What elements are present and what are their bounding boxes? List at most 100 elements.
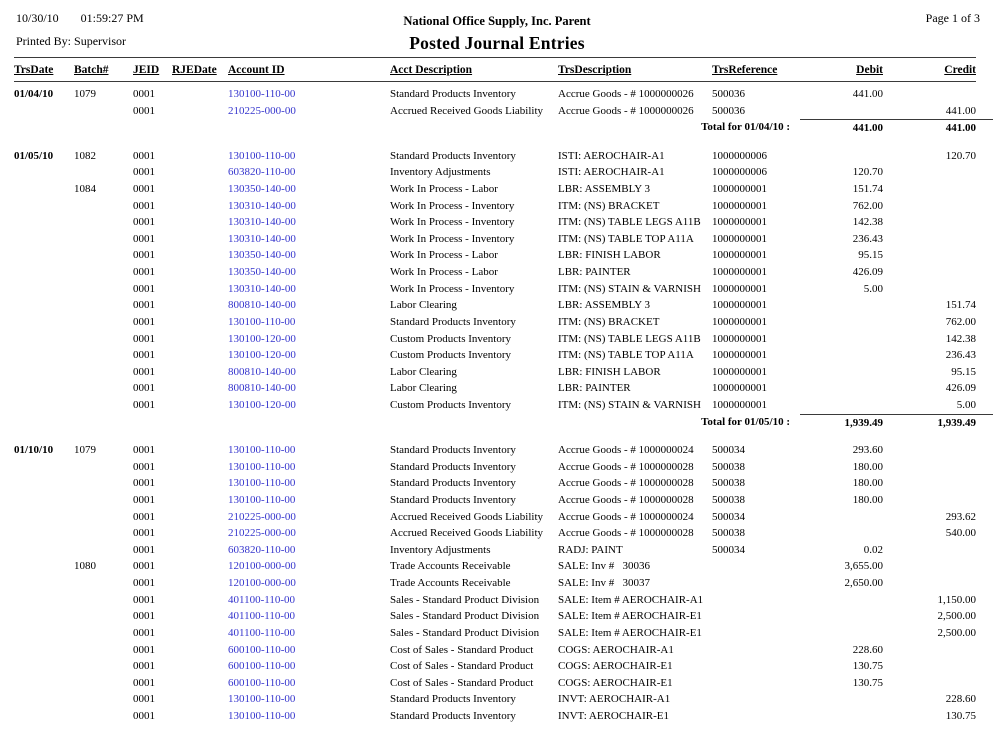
col-header-credit: Credit: [944, 63, 976, 76]
trsdate-cell: 01/10/10: [14, 444, 54, 457]
trs-description-cell: RADJ: PAINT: [558, 543, 623, 556]
account-id-link[interactable]: 130100-110-00: [228, 444, 296, 457]
report-title: Posted Journal Entries: [409, 33, 585, 53]
account-id-link[interactable]: 210225-000-00: [228, 527, 296, 540]
account-id-link[interactable]: 800810-140-00: [228, 365, 296, 378]
rjedate-cell: [172, 164, 228, 181]
rjedate-cell: [172, 608, 228, 625]
batch-cell: [74, 214, 133, 231]
printed-by-label: Printed By:: [16, 34, 72, 48]
trsdate-cell: 01/05/10: [14, 149, 54, 162]
journal-entry-row: 0001 603820-110-00 Inventory Adjustments RA…: [14, 542, 976, 559]
table-body: 01/04/10 1079 0001 130100-110-00 Standard Pr…: [14, 82, 993, 725]
trs-description-cell: Accrue Goods - # 1000000024: [558, 510, 694, 523]
trs-description-cell: ITM: (NS) TABLE LEGS A11B: [558, 332, 701, 345]
journal-entry-row: 1084 0001 130350-140-00 Work In Process - L…: [14, 181, 976, 198]
account-id-link[interactable]: 130100-110-00: [228, 709, 296, 722]
account-id-link[interactable]: 130350-140-00: [228, 266, 296, 279]
rjedate-cell: [172, 297, 228, 314]
account-id-link[interactable]: 130100-110-00: [228, 149, 296, 162]
jeid-cell: 0001: [133, 232, 155, 245]
journal-entry-row: 0001 600100-110-00 Cost of Sales - Standar…: [14, 642, 976, 659]
trsdate-cell: [14, 364, 74, 381]
account-id-link[interactable]: 120100-000-00: [228, 577, 296, 590]
jeid-cell: 0001: [133, 593, 155, 606]
rjedate-cell: [172, 103, 228, 120]
account-id-link[interactable]: 401100-110-00: [228, 610, 296, 623]
trs-description-cell: Accrue Goods - # 1000000026: [558, 104, 694, 117]
journal-entry-row: 0001 130100-110-00 Standard Products Inven…: [14, 492, 976, 509]
jeid-cell: 0001: [133, 249, 155, 262]
debit-cell: 180.00: [852, 477, 883, 490]
account-id-link[interactable]: 130310-140-00: [228, 282, 296, 295]
trsdate-cell: [14, 691, 74, 708]
section-total-credit: 1,939.49: [883, 413, 993, 432]
journal-entry-row: 0001 130310-140-00 Work In Process - Inven…: [14, 231, 976, 248]
trs-reference-cell: 1000000001: [712, 332, 767, 345]
acct-description-cell: Sales - Standard Product Division: [390, 610, 540, 623]
acct-description-cell: Standard Products Inventory: [390, 149, 516, 162]
credit-cell: 293.62: [945, 510, 976, 523]
account-id-link[interactable]: 130100-110-00: [228, 693, 296, 706]
account-id-link[interactable]: 401100-110-00: [228, 593, 296, 606]
batch-cell: [74, 592, 133, 609]
batch-cell: [74, 708, 133, 725]
account-id-link[interactable]: 130100-110-00: [228, 460, 296, 473]
printed-by: Printed By: Supervisor: [16, 34, 126, 49]
rjedate-cell: [172, 658, 228, 675]
account-id-link[interactable]: 210225-000-00: [228, 104, 296, 117]
batch-cell: [74, 691, 133, 708]
account-id-link[interactable]: 210225-000-00: [228, 510, 296, 523]
account-id-link[interactable]: 401100-110-00: [228, 626, 296, 639]
account-id-link[interactable]: 130100-120-00: [228, 398, 296, 411]
account-id-link[interactable]: 130100-110-00: [228, 88, 296, 100]
rjedate-cell: [172, 592, 228, 609]
account-id-link[interactable]: 120100-000-00: [228, 560, 296, 573]
account-id-link[interactable]: 130310-140-00: [228, 232, 296, 245]
account-id-link[interactable]: 130100-120-00: [228, 349, 296, 362]
account-id-link[interactable]: 130100-110-00: [228, 315, 296, 328]
account-id-link[interactable]: 600100-110-00: [228, 643, 296, 656]
account-id-link[interactable]: 130100-120-00: [228, 332, 296, 345]
credit-cell: [883, 575, 976, 592]
account-id-link[interactable]: 600100-110-00: [228, 660, 296, 673]
trs-reference-cell: 500038: [712, 527, 745, 540]
trsdate-cell: [14, 525, 74, 542]
account-id-link[interactable]: 130310-140-00: [228, 199, 296, 212]
batch-cell: [74, 364, 133, 381]
journal-entry-row: 0001 120100-000-00 Trade Accounts Receivab…: [14, 575, 976, 592]
debit-cell: 293.60: [852, 444, 883, 457]
account-id-link[interactable]: 600100-110-00: [228, 676, 296, 689]
account-id-link[interactable]: 130350-140-00: [228, 249, 296, 262]
debit-cell: 236.43: [852, 232, 883, 245]
acct-description-cell: Work In Process - Inventory: [390, 282, 515, 295]
jeid-cell: 0001: [133, 183, 155, 196]
batch-cell: 1079: [74, 88, 96, 100]
trs-reference-cell: [712, 608, 800, 625]
account-id-link[interactable]: 800810-140-00: [228, 299, 296, 312]
trsdate-cell: [14, 164, 74, 181]
account-id-link[interactable]: 130310-140-00: [228, 216, 296, 229]
account-id-link[interactable]: 603820-110-00: [228, 166, 296, 179]
credit-cell: 2,500.00: [937, 610, 977, 623]
acct-description-cell: Custom Products Inventory: [390, 349, 511, 362]
header-rule-bottom: [14, 81, 976, 82]
credit-cell: [883, 675, 976, 692]
jeid-cell: 0001: [133, 149, 155, 162]
section-total-row: Total for 01/05/10 : 1,939.49 1,939.49: [14, 413, 993, 431]
col-header-acct-description: Acct Description: [390, 63, 473, 76]
rjedate-cell: [172, 331, 228, 348]
trs-reference-cell: 500038: [712, 460, 745, 473]
trsdate-cell: [14, 492, 74, 509]
account-id-link[interactable]: 800810-140-00: [228, 382, 296, 395]
trsdate-cell: [14, 231, 74, 248]
trs-description-cell: COGS: AEROCHAIR-E1: [558, 676, 673, 689]
rjedate-cell: [172, 247, 228, 264]
account-id-link[interactable]: 130100-110-00: [228, 477, 296, 490]
journal-entry-row: 0001 130310-140-00 Work In Process - Inven…: [14, 281, 976, 298]
account-id-link[interactable]: 130350-140-00: [228, 183, 296, 196]
account-id-link[interactable]: 130100-110-00: [228, 494, 296, 507]
account-id-link[interactable]: 603820-110-00: [228, 543, 296, 556]
trsdate-cell: [14, 297, 74, 314]
